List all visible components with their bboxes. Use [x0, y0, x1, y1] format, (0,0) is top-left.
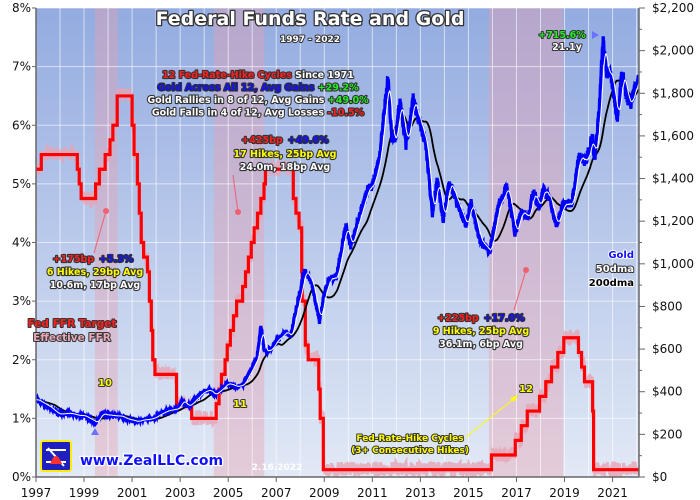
x-tick-label: 2013 — [405, 486, 436, 500]
x-tick-label: 2007 — [261, 486, 292, 500]
y-left-tick-label: 5% — [12, 177, 31, 191]
y-right-tick-label: $2,000 — [652, 44, 694, 58]
cycle-11-bp: +425bp — [241, 135, 283, 146]
y-left-tick-label: 3% — [12, 294, 31, 308]
y-right-tick-label: $600 — [652, 342, 683, 356]
cycles-note-line1: Fed-Rate-Hike Cycles — [356, 434, 463, 444]
y-right-tick-label: $800 — [652, 299, 683, 313]
chart-subtitle: 1997 - 2022 — [280, 35, 340, 45]
cycle-label-10: 10 — [98, 378, 112, 389]
x-tick-label: 2005 — [213, 486, 244, 500]
y-right-tick-label: $1,200 — [652, 214, 694, 228]
gold-peak-marker-icon — [592, 31, 599, 39]
y-left-tick-label: 2% — [12, 353, 31, 367]
chart-date: 2.16.2022 — [252, 463, 303, 473]
cycle-10-annotation: +175bp +5.3% 6 Hikes, 29bp Avg 10.6m, 17b… — [46, 208, 144, 292]
summary-line-part: Gold Rallies in 8 of 12, Avg Gains — [147, 95, 324, 106]
summary-line-part: Gold Falls in 4 of 12, Avg Losses — [152, 108, 325, 119]
x-tick-label: 2009 — [309, 486, 340, 500]
y-left-tick-label: 6% — [12, 118, 31, 132]
cycle-12-annotation: +225bp +17.0% 9 Hikes, 25bp Avg 36.1m, 6b… — [432, 267, 530, 351]
x-tick-label: 2017 — [501, 486, 532, 500]
legend-gold: Gold — [608, 250, 634, 261]
y-right-tick-label: $0 — [652, 470, 667, 484]
cycle-11-hikes: 17 Hikes, 25bp Avg — [234, 149, 337, 160]
cycles-note-line2: (3+ Consecutive Hikes) — [351, 446, 469, 456]
summary-line-part: -10.5% — [324, 108, 365, 119]
cycle-12-hikes: 9 Hikes, 25bp Avg — [433, 326, 529, 337]
gold-gain-years: 21.1y — [552, 42, 582, 53]
y-left-tick-label: 8% — [12, 1, 31, 15]
gold-gain-pct: +715.6% — [538, 30, 586, 41]
x-tick-label: 2021 — [597, 486, 628, 500]
x-tick-label: 1997 — [21, 486, 52, 500]
svg-text:+175bp+5.3%: +175bp +5.3% — [53, 254, 134, 265]
cycle-11-gold: +49.6% — [288, 135, 329, 146]
svg-text:+425bp+49.6%: +425bp +49.6% — [241, 135, 329, 146]
legend-ffr-target: Fed FFR Target — [28, 318, 117, 330]
y-right-tick-label: $1,600 — [652, 129, 694, 143]
x-tick-label: 2011 — [357, 486, 388, 500]
chart-title: Federal Funds Rate and Gold — [156, 8, 465, 30]
summary-line-part: +29.2% — [314, 83, 359, 94]
cycle-label-11: 11 — [233, 399, 247, 410]
y-right-tick-label: $1,000 — [652, 257, 694, 271]
summary-line-part: +49.0% — [324, 95, 369, 106]
summary-line: Gold Rallies in 8 of 12, Avg Gains +49.0… — [147, 95, 369, 106]
y-right-tick-label: $200 — [652, 427, 683, 441]
cycles-note-arrow — [465, 396, 517, 438]
summary-line: Gold Falls in 4 of 12, Avg Losses -10.5% — [152, 108, 365, 119]
cycle-11-annotation: +425bp +49.6% 17 Hikes, 25bp Avg 24.0m, 1… — [232, 134, 338, 215]
x-tick-label: 2001 — [117, 486, 148, 500]
gold-low-marker-icon — [91, 428, 99, 435]
x-tick-label: 2015 — [453, 486, 484, 500]
zeal-logo — [40, 440, 72, 472]
y-right-tick-label: $1,400 — [652, 172, 694, 186]
gold-50dma-line — [36, 53, 639, 423]
summary-line-part: Since 1971 — [292, 70, 354, 81]
cycle-11-duration: 24.0m, 18bp Avg — [240, 162, 330, 173]
cycle-label-12: 12 — [519, 384, 533, 395]
x-tick-label: 2003 — [165, 486, 196, 500]
legend-50dma: 50dma — [596, 264, 634, 275]
cycle-10-duration: 10.6m, 17bp Avg — [50, 280, 140, 291]
ffr-target-line — [36, 94, 639, 472]
y-right-tick-label: $2,200 — [652, 1, 694, 15]
cycle-12-gold: +17.0% — [484, 313, 525, 324]
y-right-tick-label: $400 — [652, 385, 683, 399]
summary-line-part: 12 Fed-Rate-Hike Cycles — [162, 70, 292, 81]
cycle-12-bp: +225bp — [437, 313, 479, 324]
website-link[interactable]: www.ZealLLC.com — [79, 452, 225, 471]
legend-effective-ffr: Effective FFR — [33, 332, 111, 344]
cycle-10-gold: +5.3% — [99, 254, 134, 265]
y-right-tick-label: $1,800 — [652, 86, 694, 100]
cycle-10-bp: +175bp — [53, 254, 95, 265]
summary-line: Gold Across All 12, Avg Gains +29.2% — [157, 83, 359, 94]
y-left-tick-label: 7% — [12, 60, 31, 74]
svg-text:+225bp+17.0%: +225bp +17.0% — [437, 313, 525, 324]
y-left-tick-label: 1% — [12, 411, 31, 425]
cycle-12-duration: 36.1m, 6bp Avg — [439, 339, 523, 350]
summary-block: 12 Fed-Rate-Hike Cycles Since 1971 Gold A… — [146, 69, 370, 120]
legend-200dma: 200dma — [589, 278, 634, 289]
y-left-tick-label: 0% — [12, 470, 31, 484]
cycles-note-arrowhead — [510, 395, 518, 402]
cycle-10-hikes: 6 Hikes, 29bp Avg — [47, 267, 143, 278]
summary-line-part: Gold Across All 12, Avg Gains — [157, 83, 314, 94]
summary-line: 12 Fed-Rate-Hike Cycles Since 1971 — [162, 70, 354, 81]
gridlines — [36, 7, 639, 477]
y-left-tick-label: 4% — [12, 236, 31, 250]
x-tick-label: 2019 — [549, 486, 580, 500]
x-tick-label: 1999 — [69, 486, 100, 500]
